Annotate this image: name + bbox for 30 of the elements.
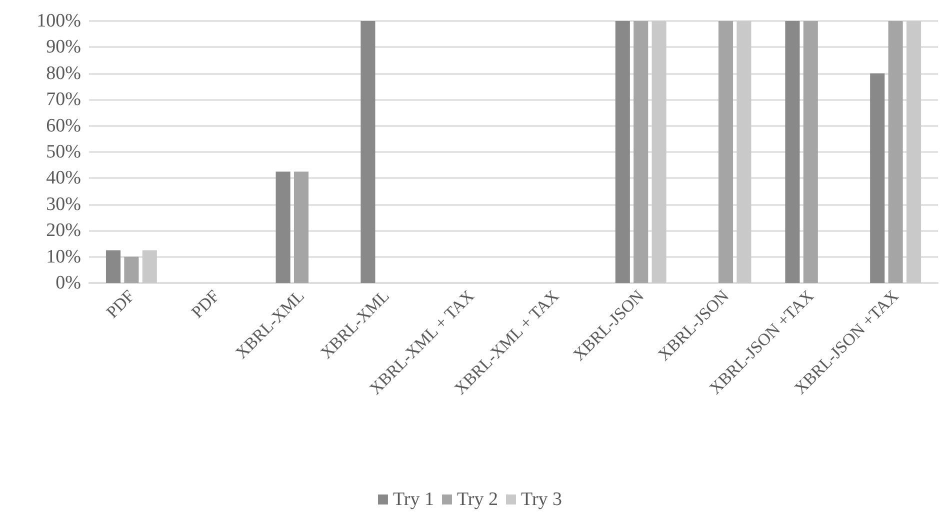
bar xyxy=(360,21,376,283)
y-tick-label: 50% xyxy=(46,142,82,162)
bar xyxy=(124,256,139,283)
y-tick-label: 0% xyxy=(56,272,82,294)
y-tick-label: 30% xyxy=(46,194,82,215)
y-tick-label: 80% xyxy=(46,62,82,84)
legend-label: Try 1 xyxy=(392,489,434,510)
bar xyxy=(634,21,648,283)
y-tick-label: 10% xyxy=(46,246,82,268)
y-tick-label: 20% xyxy=(46,220,82,242)
bar xyxy=(906,21,922,283)
bar xyxy=(803,21,818,283)
bar xyxy=(870,73,885,283)
legend-label: Try 2 xyxy=(456,489,498,510)
bar xyxy=(652,21,666,283)
bar xyxy=(106,250,121,283)
y-tick-label: 40% xyxy=(46,168,82,189)
bar xyxy=(615,21,630,283)
bar xyxy=(736,21,752,283)
bar xyxy=(785,21,800,283)
y-tick-label: 60% xyxy=(46,115,82,136)
bar xyxy=(142,250,157,283)
bar xyxy=(718,21,734,283)
bar xyxy=(294,172,309,283)
y-tick-label: 90% xyxy=(46,36,82,58)
bar xyxy=(888,21,903,283)
bar xyxy=(276,172,290,283)
y-tick-label: 100% xyxy=(36,10,82,32)
legend-label: Try 3 xyxy=(521,489,562,510)
y-tick-label: 70% xyxy=(46,89,82,110)
